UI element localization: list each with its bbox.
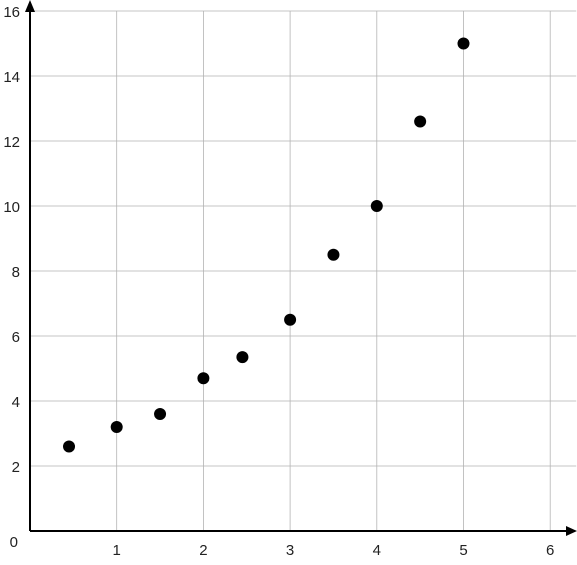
data-point xyxy=(110,421,123,433)
data-point xyxy=(370,200,383,212)
grid xyxy=(30,10,577,531)
x-tick-label: 6 xyxy=(546,542,554,559)
axes xyxy=(25,0,577,536)
data-points xyxy=(63,37,470,453)
data-point xyxy=(236,351,249,364)
data-point xyxy=(327,248,340,261)
data-point xyxy=(154,408,167,420)
y-tick-label: 10 xyxy=(3,199,20,216)
y-tick-label: 6 xyxy=(12,329,20,346)
y-tick-label: 14 xyxy=(3,69,20,86)
origin-label: 0 xyxy=(10,534,18,551)
y-axis-arrow-icon xyxy=(25,0,35,12)
data-point xyxy=(284,313,297,326)
y-tick-label: 16 xyxy=(3,4,20,21)
x-axis-arrow-icon xyxy=(566,526,577,536)
data-point xyxy=(414,115,427,128)
x-tick-label: 4 xyxy=(373,542,381,559)
x-tick-label: 1 xyxy=(113,542,121,559)
y-tick-label: 2 xyxy=(12,459,20,476)
x-tick-label: 2 xyxy=(199,542,207,559)
x-tick-label: 5 xyxy=(459,542,467,559)
data-point xyxy=(457,37,470,50)
y-tick-label: 12 xyxy=(3,134,20,151)
y-tick-label: 4 xyxy=(12,394,20,411)
x-tick-label: 3 xyxy=(286,542,294,559)
y-tick-label: 8 xyxy=(12,264,20,281)
data-point xyxy=(197,372,210,385)
data-point xyxy=(63,440,76,453)
